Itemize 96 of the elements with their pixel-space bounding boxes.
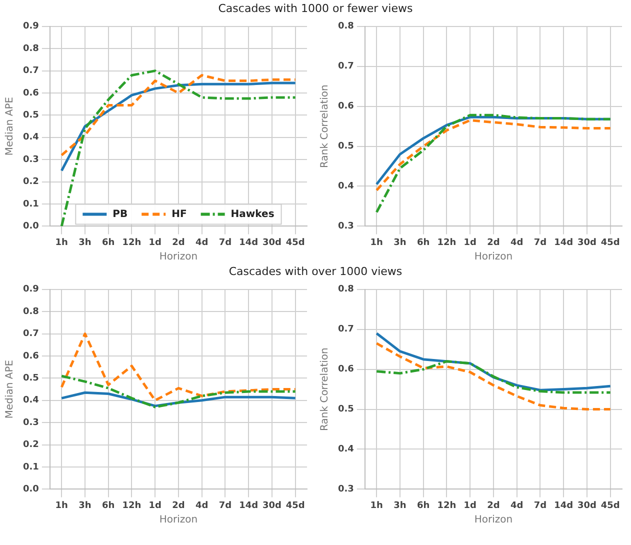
x-tick-label: 1h — [370, 238, 383, 248]
line-series — [375, 360, 612, 394]
x-tick-label: 3h — [78, 500, 92, 511]
x-tick-label: 3h — [394, 500, 406, 511]
x-tick-label: 3h — [394, 238, 406, 248]
y-tick-label: 0.3 — [22, 418, 39, 428]
legend-label: HF — [172, 208, 187, 220]
x-tick-label: 6h — [102, 238, 115, 248]
y-axis-title: Rank Correlation — [320, 348, 331, 431]
y-tick-label: 0.2 — [22, 177, 39, 188]
y-tick-label: 0.3 — [338, 484, 354, 495]
y-tick-label: 0.1 — [22, 199, 39, 210]
x-axis-title: Horizon — [159, 514, 198, 526]
y-axis-title: Median APE — [4, 360, 16, 419]
y-tick-label: 0.6 — [338, 102, 354, 112]
x-tick-label: 45d — [600, 238, 620, 248]
x-tick-label: 4d — [510, 238, 524, 248]
y-tick-label: 0.1 — [22, 462, 39, 472]
y-tick-label: 0.8 — [22, 306, 39, 317]
x-tick-label: 30d — [577, 500, 596, 511]
x-tick-label: 1h — [55, 500, 68, 511]
x-axis-title: Horizon — [474, 514, 513, 526]
line-series — [60, 70, 297, 226]
x-tick-label: 3h — [78, 238, 92, 248]
y-tick-label: 0.8 — [338, 22, 354, 32]
y-axis-title: Rank Correlation — [320, 84, 331, 168]
line-series — [60, 374, 297, 408]
x-tick-label: 4d — [195, 500, 208, 511]
y-tick-label: 0.6 — [22, 88, 39, 98]
x-tick-label: 6h — [417, 500, 430, 511]
x-tick-label: 2d — [172, 238, 185, 248]
x-tick-label: 14d — [554, 238, 574, 248]
x-tick-label: 4d — [195, 238, 208, 248]
x-tick-label: 2d — [172, 500, 185, 511]
line-series — [60, 74, 297, 156]
y-tick-label: 0.6 — [22, 351, 39, 362]
y-tick-label: 0.7 — [22, 329, 39, 340]
x-axis-title: Horizon — [159, 252, 198, 263]
x-tick-label: 6h — [102, 500, 115, 511]
y-tick-label: 0.9 — [22, 284, 39, 295]
y-tick-label: 0.4 — [338, 182, 354, 192]
x-tick-label: 45d — [600, 500, 620, 511]
y-axis-title: Median APE — [4, 96, 16, 156]
y-tick-label: 0.5 — [338, 404, 354, 415]
y-tick-label: 0.3 — [22, 154, 39, 165]
x-tick-label: 45d — [286, 238, 305, 248]
y-tick-label: 0.7 — [22, 66, 39, 76]
y-tick-label: 0.0 — [22, 222, 39, 232]
x-tick-label: 2d — [487, 238, 500, 248]
legend-label: Hawkes — [230, 208, 274, 220]
x-tick-label: 14d — [239, 500, 258, 511]
y-tick-label: 0.4 — [22, 132, 39, 143]
y-tick-label: 0.0 — [22, 484, 39, 495]
y-tick-label: 0.5 — [338, 142, 354, 152]
y-tick-label: 0.8 — [22, 44, 39, 54]
x-tick-label: 14d — [239, 238, 258, 248]
x-tick-label: 30d — [577, 238, 596, 248]
x-tick-label: 7d — [534, 500, 547, 511]
y-tick-label: 0.7 — [338, 62, 354, 72]
y-tick-label: 0.8 — [338, 284, 354, 295]
chart-title: Cascades with 1000 or fewer views — [217, 1, 414, 17]
y-tick-label: 0.4 — [22, 396, 39, 406]
x-tick-label: 1d — [148, 500, 162, 511]
line-series — [60, 332, 297, 402]
y-tick-label: 0.7 — [338, 324, 354, 335]
x-tick-label: 12h — [437, 500, 456, 511]
x-tick-label: 7d — [218, 500, 232, 511]
x-tick-label: 4d — [510, 500, 524, 511]
y-tick-label: 0.4 — [338, 444, 354, 455]
legend-label: PB — [112, 208, 128, 220]
y-tick-label: 0.5 — [22, 110, 39, 121]
chart-title: Cascades with over 1000 views — [228, 264, 404, 280]
y-tick-label: 0.3 — [338, 222, 354, 232]
x-tick-label: 12h — [122, 500, 142, 511]
x-tick-label: 7d — [534, 238, 547, 248]
x-tick-label: 30d — [262, 238, 282, 248]
x-tick-label: 12h — [122, 238, 142, 248]
y-tick-label: 0.2 — [22, 440, 39, 450]
x-tick-label: 7d — [218, 238, 232, 248]
y-tick-label: 0.6 — [338, 364, 354, 375]
line-series — [375, 342, 612, 411]
x-tick-label: 12h — [437, 238, 456, 248]
x-tick-label: 1d — [464, 500, 476, 511]
y-tick-label: 0.5 — [22, 374, 39, 384]
x-tick-label: 30d — [262, 500, 282, 511]
x-tick-label: 1d — [148, 238, 162, 248]
x-tick-label: 1d — [464, 238, 476, 248]
line-series — [375, 114, 612, 214]
x-tick-label: 45d — [286, 500, 305, 511]
x-tick-label: 6h — [417, 238, 430, 248]
x-axis-title: Horizon — [474, 252, 513, 263]
x-tick-label: 1h — [55, 238, 68, 248]
x-tick-label: 14d — [554, 500, 574, 511]
x-tick-label: 2d — [487, 500, 500, 511]
y-tick-label: 0.9 — [22, 22, 39, 32]
x-tick-label: 1h — [370, 500, 383, 511]
